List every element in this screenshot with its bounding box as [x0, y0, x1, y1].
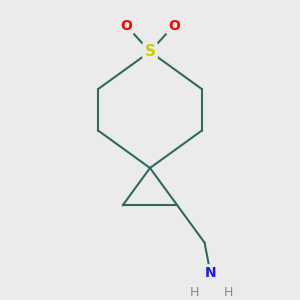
Text: H: H	[224, 286, 233, 299]
Text: H: H	[190, 286, 199, 299]
Text: O: O	[168, 19, 180, 33]
Text: O: O	[120, 19, 132, 33]
Text: N: N	[205, 266, 216, 280]
Text: S: S	[145, 44, 155, 59]
